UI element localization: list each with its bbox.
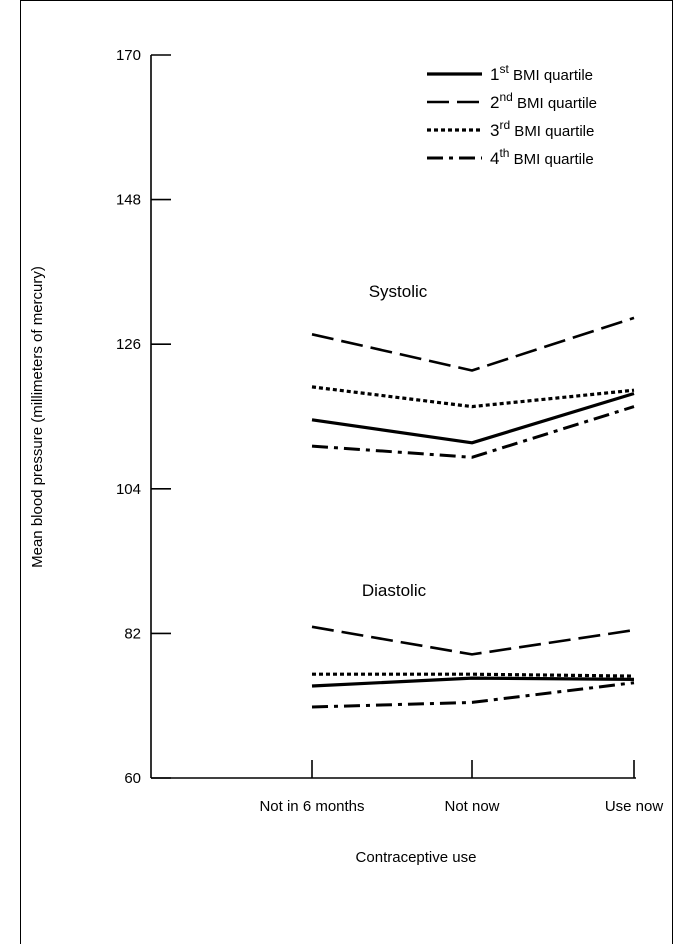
systolic-label: Systolic bbox=[369, 282, 428, 301]
y-tick-label: 104 bbox=[116, 481, 141, 498]
x-tick-label: Use now bbox=[605, 798, 664, 815]
y-tick-label: 126 bbox=[116, 336, 141, 353]
series-line-q3-diastolic bbox=[312, 672, 635, 678]
x-axis-title: Contraceptive use bbox=[356, 849, 477, 866]
y-tick-label: 82 bbox=[124, 625, 141, 642]
y-tick-label: 60 bbox=[124, 770, 141, 787]
legend-label-q4: 4th BMI quartile bbox=[490, 146, 594, 168]
legend-label-q2: 2nd BMI quartile bbox=[490, 90, 597, 112]
series-line-q4-systolic bbox=[311, 405, 635, 459]
series-line-q2-diastolic bbox=[311, 625, 635, 656]
figure-frame bbox=[20, 0, 673, 944]
diastolic-label: Diastolic bbox=[362, 581, 427, 600]
series-line-q1-systolic bbox=[311, 391, 635, 445]
series-line-q2-systolic bbox=[311, 316, 635, 372]
y-axis-title: Mean blood pressure (millimeters of merc… bbox=[29, 266, 46, 568]
legend-label-q3: 3rd BMI quartile bbox=[490, 118, 594, 140]
series-line-q3-systolic bbox=[311, 385, 635, 409]
x-tick-label: Not in 6 months bbox=[259, 798, 364, 815]
y-tick-label: 170 bbox=[116, 47, 141, 64]
x-tick-label: Not now bbox=[444, 798, 499, 815]
series-line-q4-diastolic bbox=[311, 681, 635, 709]
y-tick-label: 148 bbox=[116, 192, 141, 209]
series-line-q1-diastolic bbox=[311, 676, 635, 688]
legend-label-q1: 1st BMI quartile bbox=[490, 62, 593, 84]
